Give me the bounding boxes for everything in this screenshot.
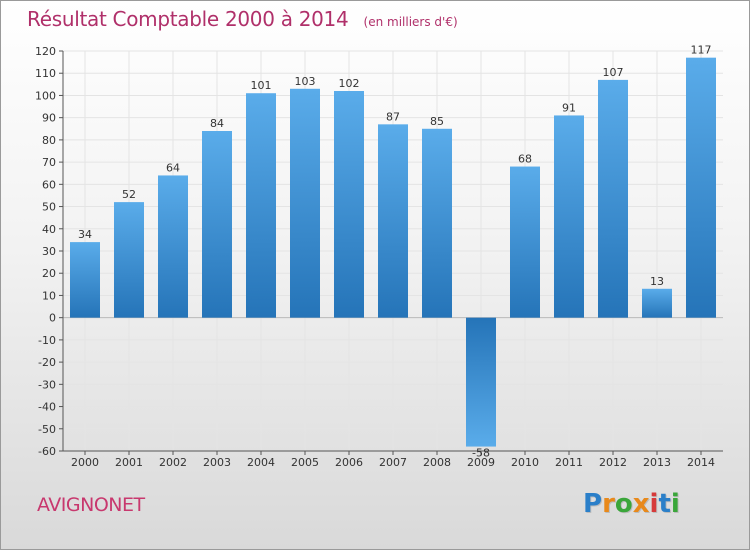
y-tick-label: 110 <box>35 67 56 80</box>
logo-letter: i <box>670 489 680 519</box>
logo-letter: o <box>614 489 633 519</box>
y-tick-label: -60 <box>38 445 56 458</box>
bar-2013 <box>642 288 672 318</box>
bar-2007 <box>378 124 408 318</box>
value-label: 87 <box>386 110 400 123</box>
y-tick-label: 60 <box>42 178 56 191</box>
bar-2001 <box>114 202 144 318</box>
y-tick-label: 50 <box>42 201 56 214</box>
value-label: 85 <box>430 115 444 128</box>
y-tick-label: 10 <box>42 289 56 302</box>
x-tick-label: 2011 <box>555 456 583 469</box>
x-tick-label: 2009 <box>467 456 495 469</box>
logo-letter: t <box>658 489 671 519</box>
value-label: 84 <box>210 117 224 130</box>
x-tick-label: 2004 <box>247 456 275 469</box>
value-label: 103 <box>295 75 316 88</box>
value-label: 101 <box>251 79 272 92</box>
value-label: -58 <box>472 447 490 460</box>
x-tick-label: 2014 <box>687 456 715 469</box>
bar-2004 <box>246 93 276 318</box>
x-tick-label: 2000 <box>71 456 99 469</box>
y-tick-label: 100 <box>35 89 56 102</box>
value-label: 107 <box>603 66 624 79</box>
y-tick-label: -30 <box>38 378 56 391</box>
value-label: 64 <box>166 161 180 174</box>
x-tick-label: 2001 <box>115 456 143 469</box>
x-tick-label: 2007 <box>379 456 407 469</box>
data-labels: 34 52 64 84 101 103 102 87 85 -58 68 91 107 13 117 <box>78 44 712 460</box>
x-tick-label: 2003 <box>203 456 231 469</box>
logo-letter: P <box>583 489 603 519</box>
bar-2008 <box>422 128 452 318</box>
x-tick-label: 2008 <box>423 456 451 469</box>
y-tick-label: 80 <box>42 134 56 147</box>
value-label: 102 <box>339 77 360 90</box>
commune-name: AVIGNONET <box>37 494 145 516</box>
y-tick-label: -20 <box>38 356 56 369</box>
y-tick-label: 90 <box>42 112 56 125</box>
y-tick-label: 30 <box>42 245 56 258</box>
bar-2009 <box>466 317 496 447</box>
bar-2000 <box>70 242 100 318</box>
bar-2006 <box>334 91 364 318</box>
bars <box>70 57 716 447</box>
y-tick-label: -40 <box>38 401 56 414</box>
proxiti-logo: Proxiti <box>583 489 680 519</box>
bar-2012 <box>598 79 628 318</box>
bar-2002 <box>158 175 188 318</box>
x-tick-label: 2012 <box>599 456 627 469</box>
x-tick-label: 2002 <box>159 456 187 469</box>
title-row: Résultat Comptable 2000 à 2014 (en milli… <box>27 7 458 31</box>
bar-2014 <box>686 57 716 318</box>
logo-letter: r <box>602 489 615 519</box>
value-label: 52 <box>122 188 136 201</box>
value-label: 34 <box>78 228 92 241</box>
logo-letter: i <box>649 489 659 519</box>
value-label: 117 <box>691 44 712 57</box>
value-label: 13 <box>650 275 664 288</box>
x-tick-label: 2006 <box>335 456 363 469</box>
bar-2003 <box>202 131 232 318</box>
bar-2010 <box>510 166 540 318</box>
y-tick-label: 70 <box>42 156 56 169</box>
y-tick-label: -50 <box>38 423 56 436</box>
bar-2011 <box>554 115 584 318</box>
bar-2005 <box>290 88 320 318</box>
y-tick-label: -10 <box>38 334 56 347</box>
x-tick-label: 2010 <box>511 456 539 469</box>
y-tick-label: 0 <box>49 312 56 325</box>
value-label: 68 <box>518 153 532 166</box>
y-tick-label: 120 <box>35 45 56 58</box>
y-tick-label: 20 <box>42 267 56 280</box>
y-tick-label: 40 <box>42 223 56 236</box>
logo-letter: x <box>632 489 650 519</box>
x-tick-label: 2013 <box>643 456 671 469</box>
chart-title: Résultat Comptable 2000 à 2014 <box>27 7 349 31</box>
axes: -60 -50 -40 -30 -20 -10 0 10 20 30 40 50 60 70 80 90 100… <box>35 45 723 469</box>
value-label: 91 <box>562 101 576 114</box>
x-tick-label: 2005 <box>291 456 319 469</box>
chart-subtitle: (en milliers d'€) <box>363 15 458 29</box>
